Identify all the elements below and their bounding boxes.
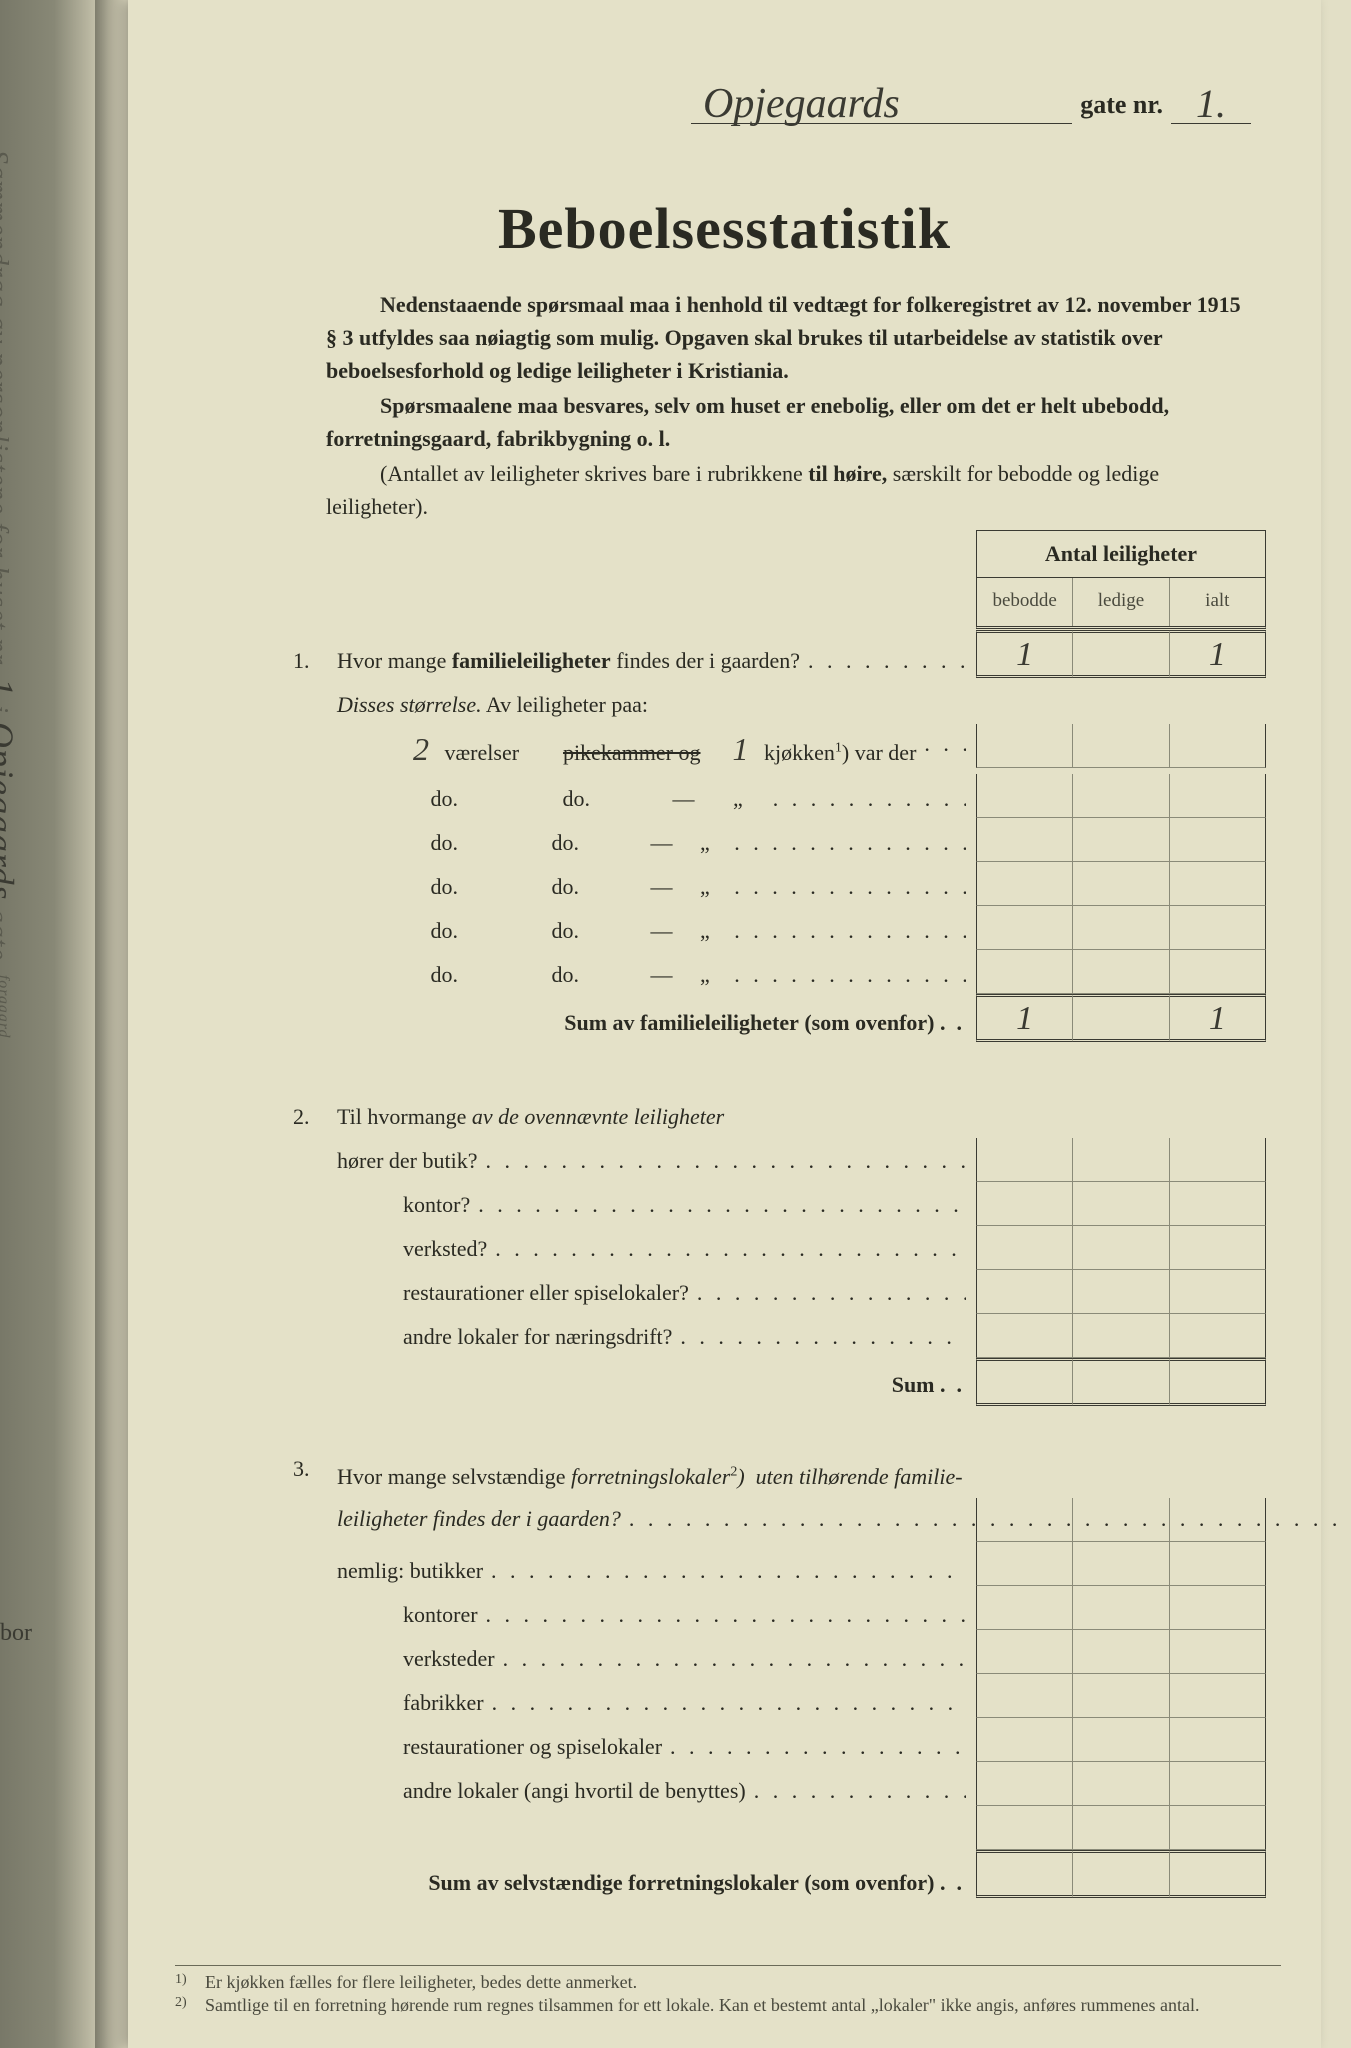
- intro-p1-text: Nedenstaaende spørsmaal maa i henhold ti…: [326, 292, 1241, 383]
- q2-restaur: restaurationer eller spiselokaler?: [403, 1280, 689, 1305]
- q2-andre: andre lokaler for næringsdrift?: [403, 1324, 672, 1349]
- q3-kontorer: kontorer: [403, 1602, 478, 1627]
- intro-p2-text: Spørsmaalene maa besvares, selv om huset…: [326, 393, 1169, 451]
- q1-kjokken-sup: 1: [835, 741, 842, 756]
- q3-restaur: restaurationer og spiselokaler: [403, 1734, 662, 1759]
- fn2-mark: 2): [175, 1995, 195, 2016]
- q3-text-b: forretningslokaler: [571, 1464, 730, 1489]
- binding-shadow: [95, 0, 125, 2048]
- q3-fabrikker: fabrikker: [403, 1690, 484, 1715]
- intro-p3b: til høire,: [808, 461, 887, 486]
- q1-sum-bebodde: 1: [976, 994, 1072, 1042]
- q1-varder: ) var der: [842, 740, 917, 765]
- q3-text-a: Hvor mange selvstændige: [337, 1464, 571, 1489]
- margin-fragment-text: nd bor: [0, 1620, 32, 1647]
- q1-vaerelser: værelser: [445, 740, 520, 765]
- spine-label-a: Sammendrag av personlistene for huset nr…: [0, 150, 13, 678]
- q3-sum-b: (som ovenfor): [799, 1870, 935, 1895]
- q2-butik: hører der butik?: [337, 1148, 478, 1173]
- col-ledige: ledige: [1073, 578, 1169, 626]
- q1-vaer-hw: 2: [403, 731, 439, 768]
- col-bebodde: bebodde: [977, 578, 1073, 626]
- spine-label-b: i: [0, 705, 13, 722]
- q2-num: 2.: [293, 1104, 337, 1130]
- spine-hw-street: Opjegaards: [0, 722, 21, 901]
- col-title: Antal leiligheter: [976, 530, 1266, 578]
- q1-text-b: familieleiligheter: [452, 648, 611, 673]
- col-ialt: ialt: [1170, 578, 1265, 626]
- q2-text: Til hvormange av de ovennævnte leilighet…: [337, 1104, 724, 1129]
- gate-number-handwritten: 1.: [1171, 80, 1251, 124]
- q2-verksted: verksted?: [403, 1236, 487, 1261]
- q3-num: 3.: [293, 1456, 337, 1482]
- q1-r1-bebodde: 1: [976, 630, 1072, 678]
- spine-hw-num: 1: [0, 678, 21, 697]
- footnotes: 1) Er kjøkken fælles for flere leilighete…: [175, 1965, 1281, 2018]
- street-handwritten: Opjegaards: [691, 80, 1072, 124]
- intro-p3: (Antallet av leiligheter skrives bare i …: [326, 457, 1249, 523]
- q1-sum-ialt: 1: [1169, 994, 1266, 1042]
- q1-sum-ledige: [1072, 994, 1168, 1042]
- intro-block: Nedenstaaende spørsmaal maa i henhold ti…: [326, 288, 1249, 525]
- q3-nemlig: nemlig: butikker: [337, 1558, 483, 1583]
- header-street-line: Opjegaards gate nr. 1.: [691, 80, 1251, 124]
- q3-verksteder: verksteder: [403, 1646, 495, 1671]
- q1-disses: Disses størrelse.: [337, 692, 482, 717]
- intro-p1: Nedenstaaende spørsmaal maa i henhold ti…: [326, 288, 1249, 387]
- document-sheet: Opjegaards gate nr. 1. Beboelsesstatisti…: [128, 0, 1321, 2048]
- do-1d: —: [673, 786, 695, 811]
- q1-sum-b: (som ovenfor): [799, 1010, 935, 1035]
- fn2-text: Samtlige til en forretning hørende rum r…: [205, 1995, 1200, 2016]
- intro-p2: Spørsmaalene maa besvares, selv om huset…: [326, 389, 1249, 455]
- q1-kjokken-hw: 1: [723, 731, 759, 768]
- do-1b: do.: [563, 786, 591, 811]
- columns-header: Antal leiligheter bebodde ledige ialt: [976, 530, 1266, 629]
- do-1a: do.: [431, 786, 459, 811]
- q1-avleil: Av leiligheter paa:: [482, 692, 648, 717]
- fn1-mark: 1): [175, 1972, 195, 1993]
- q1-sum-a: Sum av familieleiligheter: [564, 1010, 799, 1035]
- q3-andre: andre lokaler (angi hvortil de benyttes): [403, 1778, 746, 1803]
- q1-text-a: Hvor mange: [337, 648, 452, 673]
- q1-kjokken: kjøkken: [764, 740, 835, 765]
- q1-r1-ialt: 1: [1169, 630, 1266, 678]
- q1-r1-ledige: [1072, 630, 1168, 678]
- q1-pikekammer: pikekammer og: [563, 740, 700, 765]
- do-1q: „: [733, 786, 743, 811]
- spine-forgaard: forgaard: [0, 975, 11, 1044]
- spine-label-c: gate: [0, 909, 13, 961]
- q2-kontor: kontor?: [403, 1192, 470, 1217]
- q1-text-c: findes der i gaarden?: [611, 648, 800, 673]
- form-area: Antal leiligheter bebodde ledige ialt 1.…: [293, 530, 1266, 1988]
- gate-label: gate nr.: [1080, 90, 1163, 124]
- fn1-text: Er kjøkken fælles for flere leiligheter,…: [205, 1972, 637, 1993]
- intro-p3a: (Antallet av leiligheter skrives bare i …: [380, 461, 808, 486]
- page-title: Beboelsesstatistik: [128, 195, 1321, 262]
- q2-sum: Sum: [892, 1372, 935, 1397]
- q3-sum-a: Sum av selvstændige forretningslokaler: [428, 1870, 799, 1895]
- q1-num: 1.: [293, 648, 337, 674]
- spine-vertical-text: Sammendrag av personlistene for huset nr…: [0, 150, 22, 1850]
